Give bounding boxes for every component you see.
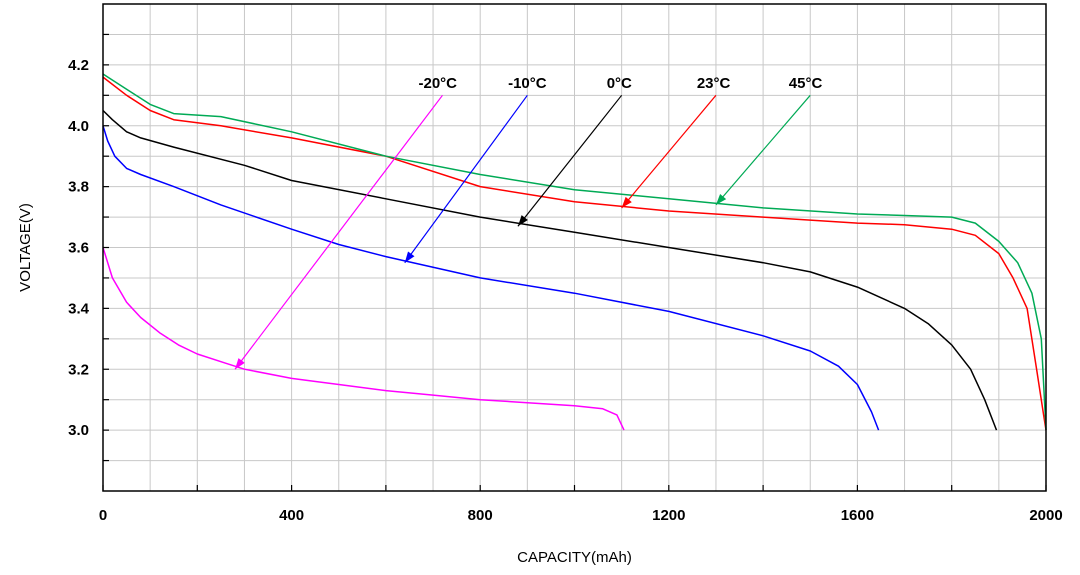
series-lines: [102, 73, 1047, 431]
grid: [103, 4, 1046, 491]
x-tick-label: 400: [279, 507, 304, 524]
series-label: -10°C: [508, 75, 547, 92]
y-tick-label: 3.2: [68, 361, 89, 378]
y-tick-label: 3.4: [68, 300, 90, 317]
y-tick-label: 3.6: [68, 240, 89, 257]
x-tick-label: 2000: [1029, 507, 1062, 524]
label-arrows: [234, 94, 811, 370]
arrow-head: [404, 251, 415, 263]
series-line: [102, 73, 1047, 431]
label-arrow: [715, 94, 811, 206]
x-tick-label: 0: [99, 507, 107, 524]
label-arrow: [234, 94, 443, 370]
series-line: [102, 76, 1047, 431]
x-axis-title: CAPACITY(mAh): [517, 549, 632, 566]
series-label: 23°C: [697, 75, 731, 92]
ticks: 0 400 800 1200 1600 2000 3.0 3.2 3.4 3.6 3.8 4.0 4.2: [68, 33, 1063, 524]
series-line: [102, 125, 880, 431]
x-tick-label: 1200: [652, 507, 685, 524]
y-axis-title: VOLTAGE(V): [17, 203, 34, 292]
y-tick-label: 3.8: [68, 179, 89, 196]
label-arrow: [621, 94, 717, 209]
arrow-head: [715, 193, 727, 205]
x-tick-label: 1600: [841, 507, 874, 524]
series-line: [102, 247, 625, 431]
arrow-head: [621, 196, 632, 208]
y-tick-label: 4.2: [68, 57, 89, 74]
arrow-head: [517, 215, 528, 227]
series-line: [102, 109, 998, 431]
y-tick-label: 4.0: [68, 118, 89, 135]
series-label: -20°C: [419, 75, 458, 92]
x-tick-label: 800: [468, 507, 493, 524]
label-arrow: [517, 94, 623, 227]
series-label: 0°C: [607, 75, 632, 92]
series-label: 45°C: [789, 75, 823, 92]
arrow-head: [235, 358, 245, 370]
series-labels: -20°C -10°C 0°C 23°C 45°C: [419, 75, 823, 92]
label-arrow: [404, 94, 528, 264]
y-tick-label: 3.0: [68, 422, 89, 439]
